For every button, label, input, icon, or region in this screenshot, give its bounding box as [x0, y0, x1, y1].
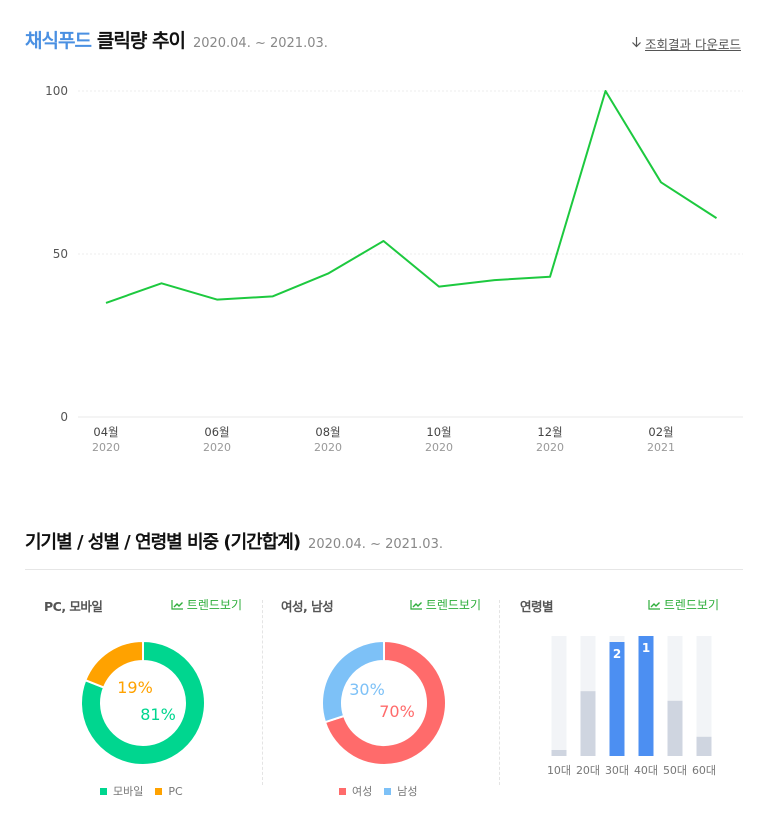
section-divider [25, 569, 743, 570]
panel-divider [499, 600, 500, 785]
legend-swatch-female [339, 787, 346, 795]
trend-icon [648, 600, 660, 610]
gender-donut-chart: 70%30% [321, 639, 447, 766]
donut-slice-남성 [321, 639, 385, 724]
trend-icon [171, 600, 183, 610]
age-category-label: 30대 [605, 764, 629, 777]
gender-panel-title: 여성, 남성 [281, 599, 334, 614]
age-category-label: 20대 [576, 764, 600, 777]
age-category-label: 50대 [663, 764, 687, 777]
age-bar-60대 [696, 736, 712, 756]
age-category-label: 40대 [634, 764, 658, 777]
legend-pc: PC [168, 784, 183, 798]
click-trend-line-chart: 0 50 100 04월 2020 06월 2020 08월 2020 10월 2020 12월 202… [45, 84, 743, 454]
device-panel-title: PC, 모바일 [44, 599, 103, 614]
x-tick-month: 10월 [426, 425, 451, 439]
age-panel-title: 연령별 [520, 599, 554, 614]
age-rank-label: 2 [613, 647, 621, 661]
chart-title: 클릭량 추이 [96, 30, 186, 52]
age-bar-30대 [609, 642, 625, 756]
y-tick-label: 0 [60, 410, 68, 424]
age-category-label: 10대 [547, 764, 571, 777]
x-tick-year: 2021 [647, 441, 675, 454]
device-panel: PC, 모바일 트렌드보기 81% 19% 모바일 PC [28, 596, 250, 799]
x-tick-month: 04월 [93, 425, 118, 439]
legend-mobile: 모바일 [113, 785, 144, 798]
click-series-line [105, 90, 718, 304]
ratio-title: 기기별 / 성별 / 연령별 비중 (기간합계) [25, 532, 301, 553]
x-tick-year: 2020 [203, 441, 231, 454]
age-category-label: 60대 [692, 764, 716, 777]
gender-trend-link[interactable]: 트렌드보기 [410, 596, 481, 613]
panel-divider [262, 600, 263, 785]
device-legend: 모바일 PC [100, 783, 183, 799]
trend-label: 트렌드보기 [663, 598, 719, 612]
donut-value-label: 19% [117, 678, 153, 697]
x-tick-year: 2020 [92, 441, 120, 454]
x-tick-year: 2020 [425, 441, 453, 454]
donut-value-label: 30% [349, 680, 385, 699]
chart-period: 2020.04. ~ 2021.03. [192, 36, 328, 51]
trend-label: 트렌드보기 [425, 598, 481, 612]
donut-slice-모바일 [80, 639, 206, 766]
donut-slice-여성 [323, 639, 447, 766]
x-tick-year: 2020 [536, 441, 564, 454]
device-trend-link[interactable]: 트렌드보기 [171, 596, 242, 613]
x-tick-month: 02월 [648, 425, 673, 439]
trend-icon [410, 600, 422, 610]
chart-header: 채식푸드 클릭량 추이 2020.04. ~ 2021.03. [25, 26, 328, 56]
legend-swatch-pc [155, 787, 163, 795]
donut-value-label: 70% [379, 702, 415, 721]
trend-label: 트렌드보기 [186, 598, 242, 612]
x-tick-year: 2020 [314, 441, 342, 454]
download-link[interactable]: 조회결과 다운로드 [631, 34, 741, 53]
y-tick-label: 50 [53, 247, 68, 261]
x-tick-month: 12월 [537, 425, 562, 439]
donut-slice-PC [84, 639, 144, 689]
download-icon [631, 36, 642, 51]
age-panel: 연령별 트렌드보기 10대 20대 2 30대 1 40대 50대 60대 [503, 596, 733, 796]
ratio-period: 2020.04. ~ 2021.03. [308, 537, 443, 552]
gender-panel: 여성, 남성 트렌드보기 70% 30% 여성 남성 [265, 596, 487, 799]
age-rank-label: 1 [642, 641, 650, 655]
age-bar-chart: 10대 20대 2 30대 1 40대 50대 60대 [547, 636, 716, 777]
section-ratio-header: 기기별 / 성별 / 연령별 비중 (기간합계) 2020.04. ~ 2021… [25, 528, 443, 554]
age-trend-link[interactable]: 트렌드보기 [648, 596, 719, 613]
legend-swatch-mobile [100, 787, 107, 795]
legend-female: 여성 [352, 785, 373, 798]
age-bar-10대 [551, 750, 567, 756]
download-label: 조회결과 다운로드 [645, 37, 741, 52]
keyword-label: 채식푸드 [25, 30, 92, 52]
legend-male: 남성 [397, 785, 418, 798]
y-tick-label: 100 [45, 84, 68, 98]
age-bar-40대 [638, 636, 654, 756]
gender-legend: 여성 남성 [339, 783, 418, 799]
x-tick-month: 06월 [204, 425, 229, 439]
donut-value-label: 81% [140, 705, 176, 724]
age-bar-track [696, 636, 712, 756]
legend-swatch-male [384, 787, 392, 795]
age-bar-track [551, 636, 567, 756]
x-tick-month: 08월 [315, 425, 340, 439]
age-bar-50대 [667, 700, 683, 756]
age-bar-20대 [580, 691, 596, 756]
device-donut-chart: 81%19% [80, 639, 206, 766]
